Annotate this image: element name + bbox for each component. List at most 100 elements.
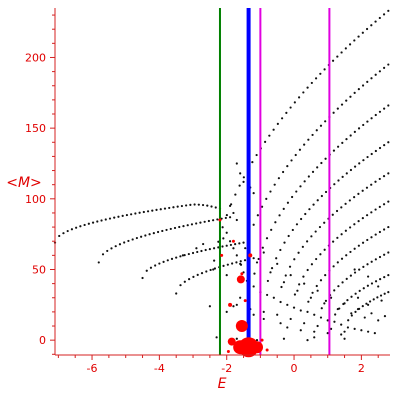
curve-2-point (229, 243, 233, 247)
curve-8-point (344, 202, 347, 205)
curve-13-point (376, 296, 379, 299)
curve-6-point (253, 272, 256, 275)
x-tick-label: -6 (87, 362, 98, 375)
scatter-point (266, 293, 269, 297)
curve-7-point (370, 152, 373, 156)
curve-8-point (361, 189, 364, 192)
curve-2-point (141, 276, 144, 280)
curve-4-point (378, 16, 381, 20)
curve-11-point (387, 251, 390, 254)
curve-6-point (370, 117, 373, 120)
curve-8-point (340, 206, 343, 209)
curve-11-point (337, 285, 340, 288)
curve-1-point (101, 253, 105, 256)
curve-7-point (304, 212, 307, 216)
curve-10-point (378, 230, 381, 234)
curve-11-point (362, 265, 365, 269)
curve-6-point (265, 237, 269, 240)
scatter-point (235, 337, 238, 340)
curve-7-point (262, 310, 265, 313)
curve-4-point (361, 31, 364, 34)
curve-2-point (175, 256, 178, 259)
curve-4-point (230, 203, 233, 206)
curve-4-point (255, 153, 258, 157)
scatter-point (279, 300, 282, 304)
curve-5-point (340, 103, 344, 106)
curve-1-point (169, 227, 172, 231)
curve-4-point (319, 72, 322, 75)
curve-5-point (260, 205, 264, 208)
curve-5-point (290, 159, 293, 162)
curve-4-point (348, 43, 352, 46)
curve-4-point (314, 77, 318, 80)
x-tick-label: 2 (358, 362, 365, 375)
curve-7-point (320, 194, 323, 198)
curve-9-point (357, 220, 360, 223)
curve-12-point (370, 282, 374, 285)
curve-2-point (149, 266, 153, 269)
scatter-point (367, 330, 370, 333)
curve-7-point (345, 172, 348, 175)
curve-0-point (58, 234, 61, 238)
curve-1-point (216, 218, 219, 221)
curve-5-point (273, 183, 276, 186)
red-point (235, 320, 248, 333)
curve-4-point (276, 122, 279, 126)
x-tick-label: 0 (291, 362, 298, 375)
curve-9-point (374, 208, 377, 211)
curve-5-point (353, 91, 356, 95)
curve-1-point (140, 235, 143, 238)
scatter-point (255, 339, 259, 342)
curve-6-point (332, 149, 336, 152)
curve-6-point (295, 190, 298, 193)
curve-6-point (341, 141, 344, 144)
scatter-point (269, 271, 272, 274)
curve-0-point (117, 215, 120, 218)
red-point (220, 253, 224, 257)
curve-6-point (383, 107, 386, 110)
curve-2-point (183, 254, 186, 257)
curve-6-point (257, 257, 260, 261)
curve-1-point (135, 236, 138, 240)
curve-13-point (343, 330, 346, 333)
curve-0-point (142, 210, 145, 214)
curve-12-point (383, 275, 386, 279)
curve-0-point (113, 216, 116, 219)
curve-4-point (357, 35, 360, 38)
curve-12-point (329, 327, 333, 330)
curve-0-point (70, 228, 74, 231)
curve-3-point (200, 272, 204, 275)
curve-9-point (365, 214, 369, 217)
curve-1-point (228, 216, 232, 219)
scatter-point (282, 337, 286, 340)
curve-3-point (205, 270, 208, 273)
curve-5-point (383, 66, 386, 69)
curve-0-point (130, 213, 133, 216)
curve-5-point (298, 148, 302, 151)
curve-0-point (159, 208, 162, 211)
curve-6-point (278, 214, 281, 217)
curve-6-point (378, 110, 382, 113)
curve-7-point (291, 228, 294, 232)
curve-7-point (353, 165, 357, 168)
curve-4-point (387, 9, 390, 12)
curve-11-point (383, 253, 386, 256)
curve-2-point (166, 259, 169, 262)
red-point (218, 218, 222, 222)
curve-8-point (378, 177, 381, 181)
curve-5-point (361, 84, 365, 87)
scatter-point (232, 247, 235, 250)
scatter-point (360, 329, 363, 332)
curve-11-point (333, 289, 336, 292)
scatter-point (326, 319, 329, 322)
curve-7-point (374, 149, 377, 153)
curve-1-point (212, 219, 215, 222)
curve-7-point (295, 223, 299, 226)
curve-6-point (366, 120, 369, 123)
curve-9-point (344, 229, 347, 232)
curve-10-point (349, 250, 352, 254)
curve-4-point (323, 68, 326, 71)
curve-4-point (251, 160, 254, 164)
scatter-point (235, 218, 238, 222)
curve-1-point (148, 233, 151, 236)
